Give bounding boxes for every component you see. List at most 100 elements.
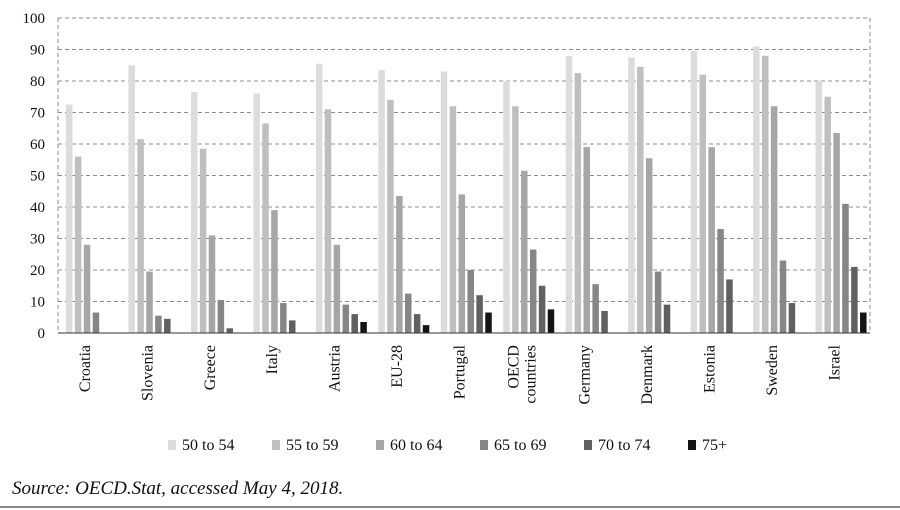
- y-tick-label: 30: [30, 232, 45, 248]
- bar: [280, 303, 287, 333]
- legend-swatch: [480, 440, 488, 450]
- x-tick-label: Estonia: [701, 345, 718, 393]
- bar: [851, 266, 858, 333]
- x-tick-label: Croatia: [77, 345, 94, 392]
- legend-swatch: [272, 440, 280, 450]
- bar: [753, 46, 760, 333]
- legend-label: 75+: [702, 437, 727, 454]
- bar: [387, 99, 394, 334]
- y-tick-label: 70: [30, 106, 45, 122]
- bar: [833, 132, 840, 333]
- bar: [815, 81, 823, 333]
- bar: [628, 57, 635, 333]
- bar: [199, 148, 207, 333]
- bar: [164, 318, 171, 333]
- legend-swatch: [584, 440, 592, 450]
- bar: [779, 260, 787, 333]
- bar: [190, 92, 198, 334]
- bottom-rule: [0, 506, 900, 508]
- bar: [601, 310, 608, 333]
- bar: [324, 109, 332, 333]
- legend-swatch: [688, 440, 696, 450]
- bar: [288, 320, 296, 333]
- legend-label: 65 to 69: [494, 437, 546, 454]
- bar: [378, 69, 385, 333]
- y-tick-label: 80: [30, 74, 45, 90]
- y-axis: 0 10 20 30 40 50 60 70 80 90 100: [23, 11, 46, 342]
- x-tick-label: OECDcountries: [506, 345, 540, 404]
- bar: [74, 156, 82, 333]
- y-tick-label: 50: [30, 169, 45, 185]
- bar: [226, 328, 234, 333]
- legend-swatch: [376, 440, 384, 450]
- x-tick-label: Sweden: [764, 345, 781, 396]
- bar: [458, 194, 466, 333]
- bar: [654, 271, 662, 333]
- bar: [565, 55, 573, 334]
- bar: [360, 321, 367, 333]
- bar: [467, 270, 474, 333]
- x-tick-label: EU-28: [389, 345, 406, 388]
- y-tick-label: 20: [30, 263, 45, 279]
- bar: [770, 106, 778, 333]
- bar: [262, 123, 269, 334]
- bar: [83, 244, 91, 333]
- x-tick-label: Germany: [577, 345, 594, 405]
- bar: [476, 295, 483, 333]
- bar: [155, 315, 162, 333]
- bar: [333, 244, 341, 333]
- bar: [449, 106, 457, 333]
- bar: [342, 304, 350, 333]
- bar: [146, 271, 153, 333]
- bar: [128, 65, 135, 333]
- bar: [708, 147, 715, 333]
- bar: [645, 158, 653, 333]
- bar-chart: 0 10 20 30 40 50 60 70 80 90 100 Croatia Slovenia Gr…: [23, 11, 871, 454]
- bar: [663, 304, 671, 333]
- bar: [860, 312, 867, 333]
- x-axis: Croatia Slovenia Greece Italy Austria EU-28 Po…: [58, 332, 870, 405]
- bar: [538, 285, 546, 333]
- legend: 50 to 54 55 to 59 60 to 64 65 to 69 70 to 74…: [168, 437, 727, 454]
- y-tick-label: 40: [30, 200, 45, 216]
- bar: [699, 74, 707, 333]
- bar: [521, 170, 528, 333]
- bar: [351, 314, 358, 333]
- x-tick-label: Israel: [826, 344, 843, 380]
- bar: [217, 299, 225, 333]
- bar: [253, 93, 260, 333]
- bar: [396, 195, 403, 333]
- y-tick-label: 100: [23, 11, 46, 27]
- bar-series: [66, 46, 867, 334]
- bar: [717, 229, 724, 333]
- bar: [503, 81, 510, 333]
- bar: [485, 312, 492, 333]
- legend-label: 70 to 74: [598, 437, 650, 454]
- x-tick-label: Italy: [264, 345, 281, 374]
- y-tick-label: 60: [30, 137, 45, 153]
- bar: [66, 104, 73, 333]
- bar: [788, 303, 796, 333]
- bar: [637, 66, 644, 333]
- bar: [208, 235, 216, 333]
- x-tick-label: Slovenia: [139, 345, 156, 401]
- bar: [824, 96, 831, 333]
- x-tick-label: Denmark: [639, 345, 656, 405]
- legend-label: 60 to 64: [390, 437, 442, 454]
- source-note: Source: OECD.Stat, accessed May 4, 2018.: [12, 478, 344, 499]
- y-tick-label: 90: [30, 43, 45, 59]
- bar: [547, 309, 555, 333]
- legend-label: 55 to 59: [286, 437, 338, 454]
- bar: [315, 63, 323, 334]
- y-tick-label: 0: [38, 326, 46, 342]
- bar: [529, 249, 537, 333]
- bar: [405, 293, 412, 333]
- bar: [440, 71, 448, 334]
- bar: [271, 210, 278, 333]
- legend-swatch: [168, 440, 176, 450]
- bar: [690, 51, 698, 333]
- legend-label: 50 to 54: [182, 437, 234, 454]
- bar: [726, 279, 733, 333]
- bar: [422, 325, 430, 333]
- x-tick-label: Portugal: [452, 344, 469, 399]
